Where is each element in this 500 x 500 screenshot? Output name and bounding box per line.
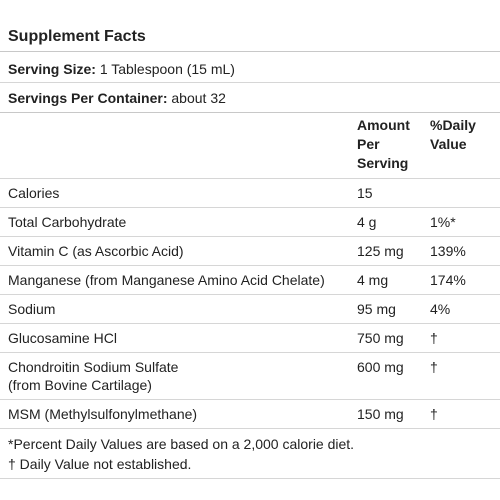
footnote-not-established: † Daily Value not established. <box>8 456 192 472</box>
daily-value-header-line: Value <box>430 136 467 152</box>
nutrient-amount: 750 mg <box>357 330 404 346</box>
nutrient-name: Vitamin C (as Ascorbic Acid) <box>8 243 184 259</box>
nutrient-name: Glucosamine HCl <box>8 330 117 346</box>
nutrient-daily-value: 174% <box>430 272 466 288</box>
amount-header-line: Per <box>357 136 380 152</box>
panel-title: Supplement Facts <box>8 28 146 45</box>
divider <box>0 265 500 266</box>
divider <box>0 178 500 179</box>
nutrient-name: MSM (Methylsulfonylmethane) <box>8 406 198 422</box>
nutrient-name: Total Carbohydrate <box>8 214 127 230</box>
divider <box>0 352 500 353</box>
nutrient-daily-value: † <box>430 330 438 346</box>
serving-size-label: Serving Size: <box>8 61 96 77</box>
nutrient-amount: 4 mg <box>357 272 389 288</box>
nutrient-daily-value: 139% <box>430 243 466 259</box>
divider <box>0 112 500 113</box>
nutrient-name: Manganese (from Manganese Amino Acid Che… <box>8 272 325 288</box>
nutrient-amount: 125 mg <box>357 243 404 259</box>
daily-value-header-line: %Daily <box>430 117 476 133</box>
daily-value-header: %Daily Value <box>430 116 476 154</box>
divider <box>0 207 500 208</box>
amount-header-line: Amount <box>357 117 410 133</box>
nutrient-amount: 95 mg <box>357 301 396 317</box>
nutrient-daily-value: 4% <box>430 301 451 317</box>
divider <box>0 428 500 429</box>
nutrient-amount: 15 <box>357 185 373 201</box>
amount-header-line: Serving <box>357 155 409 171</box>
divider <box>0 51 500 52</box>
nutrient-name: Sodium <box>8 301 56 317</box>
divider <box>0 399 500 400</box>
divider <box>0 478 500 479</box>
servings-per-container-label: Servings Per Container: <box>8 90 168 106</box>
nutrient-daily-value: † <box>430 359 438 375</box>
divider <box>0 82 500 83</box>
nutrient-daily-value: † <box>430 406 438 422</box>
serving-size-row: Serving Size: 1 Tablespoon (15 mL) <box>8 60 235 78</box>
divider <box>0 294 500 295</box>
nutrient-daily-value: 1%* <box>430 214 456 230</box>
divider <box>0 236 500 237</box>
nutrient-name-continued: (from Bovine Cartilage) <box>8 377 152 393</box>
divider <box>0 323 500 324</box>
serving-size-value: 1 Tablespoon (15 mL) <box>99 61 235 77</box>
nutrient-amount: 4 g <box>357 214 377 230</box>
amount-per-serving-header: Amount Per Serving <box>357 116 410 173</box>
nutrient-name: Calories <box>8 185 60 201</box>
servings-per-container-value: about 32 <box>171 90 226 106</box>
servings-per-container-row: Servings Per Container: about 32 <box>8 89 226 107</box>
nutrient-name: Chondroitin Sodium Sulfate <box>8 359 179 375</box>
nutrient-amount: 600 mg <box>357 359 404 375</box>
footnote-daily-value: *Percent Daily Values are based on a 2,0… <box>8 436 355 452</box>
nutrient-amount: 150 mg <box>357 406 404 422</box>
